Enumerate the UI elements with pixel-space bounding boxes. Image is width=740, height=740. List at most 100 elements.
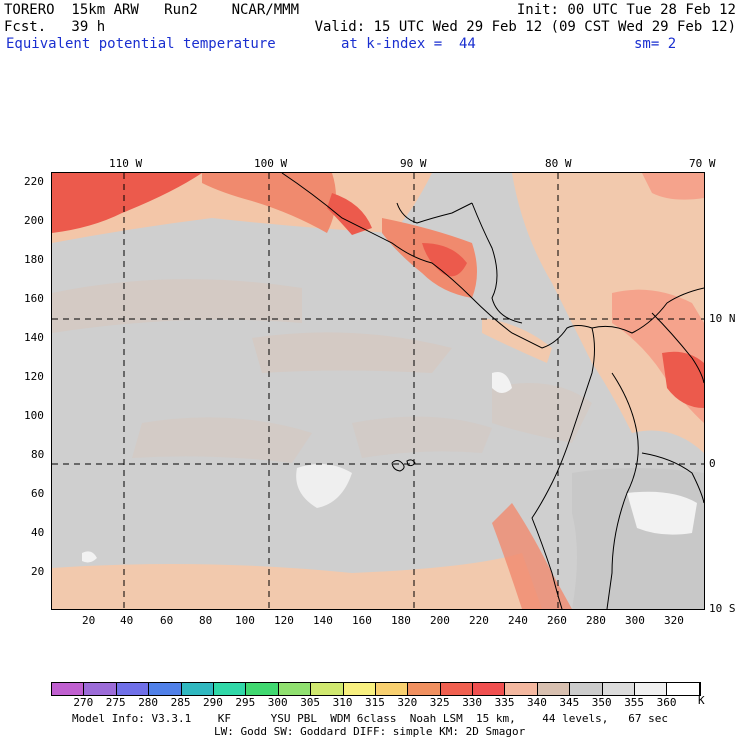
x-tick-label: 200 [430,614,450,627]
field-patch [132,417,312,463]
colorbar-tick-label: 290 [203,696,223,709]
y-tick-label: 220 [24,175,44,188]
colorbar-tick-label: 355 [624,696,645,709]
boundary-colombia-venezuela [651,312,704,384]
y-tick-label: 200 [24,214,44,227]
colorbar-swatch [343,683,376,695]
field-hottest-colombia [662,351,704,408]
boundary-andes [606,372,639,609]
colorbar-swatch [440,683,474,695]
field-warm-band-south [52,553,542,609]
field-name: Equivalent potential temperature [6,36,276,52]
lon-label: 70 W [689,157,716,170]
colorbar-tick-label: 345 [559,696,580,709]
map-panel [51,172,705,610]
field-hottest-mexico [327,193,372,235]
x-tick-label: 20 [82,614,96,627]
header-forecast-hour: Fcst. 39 h [4,19,106,35]
colorbar-swatch [278,683,312,695]
field-patch [252,332,452,373]
field-warm-east [512,173,704,453]
colorbar-tick-label: 360 [656,696,677,709]
field-patch [352,416,492,458]
x-tick-label: 180 [391,614,411,627]
lon-label: 110 W [109,157,143,170]
x-tick-label: 80 [199,614,213,627]
lat-lon-grid [52,173,704,609]
field-level: at k-index = 44 [341,36,476,52]
x-tick-label: 320 [664,614,684,627]
field-warm-peru-coast [492,503,572,609]
field-coldest-patch [627,491,697,535]
colorbar-tick-label: 335 [494,696,515,709]
colorbar-unit: K [698,694,705,707]
colorbar-tick-label: 305 [300,696,321,709]
boundary-brazil [641,452,704,504]
y-tick-label: 60 [31,487,45,500]
field-coldest-ocean [296,464,352,508]
y-tick-label: 100 [24,409,44,422]
x-tick-label: 300 [625,614,645,627]
y-tick-label: 40 [31,526,45,539]
colorbar-tick-label: 285 [170,696,191,709]
model-info: Model Info: V3.3.1 KF YSU PBL WDM 6class… [72,712,669,725]
x-tick-label: 280 [586,614,606,627]
colorbar-tick-label: 330 [462,696,483,709]
field-smoothing: sm= 2 [634,36,677,52]
x-tick-label: 220 [469,614,489,627]
field-patch [52,279,302,333]
coastline-south-america-west [531,327,595,609]
colorbar-tick-label: 325 [429,696,450,709]
colorbar-swatch [408,683,441,695]
y-tick-label: 180 [24,253,44,266]
lon-label: 90 W [400,157,427,170]
colorbar-swatch [667,683,700,695]
colorbar-tick-label: 300 [267,696,288,709]
x-tick-label: 240 [508,614,528,627]
header-model-title: TORERO 15km ARW Run2 NCAR/MMM [4,2,300,18]
field-warm-panama [482,318,552,363]
lat-label: 0 [709,457,716,470]
field-coldest-ocean [492,372,512,393]
colorbar-swatch [246,683,279,695]
colorbar-swatch [505,683,538,695]
x-tick-label: 100 [235,614,255,627]
colorbar-tick-label: 315 [365,696,385,709]
colorbar-tick-label: 320 [397,696,418,709]
field-hot-mexico [202,173,336,233]
colorbar-tick-label: 280 [138,696,159,709]
y-tick-label: 140 [24,331,44,344]
colorbar-swatch [181,683,214,695]
colorbar-tick-label: 295 [235,696,256,709]
colorbar-swatch [84,683,117,695]
colorbar-swatch [473,683,506,695]
y-tick-label: 20 [31,565,45,578]
colorbar-swatch [52,683,85,695]
field-patch [492,383,592,443]
lat-label: 10 S [709,602,736,615]
y-tick-label: 120 [24,370,44,383]
physics-info: LW: Godd SW: Goddard DIFF: simple KM: 2D… [214,725,526,738]
field-cool-southeast [572,468,704,609]
colorbar-tick-label: 270 [73,696,94,709]
colorbar-tick-label: 275 [105,696,126,709]
colorbar-tick-label: 340 [527,696,547,709]
x-tick-label: 120 [274,614,294,627]
coastline-pacific-central-america [281,173,593,349]
x-tick-label: 160 [352,614,372,627]
colorbar-tick-label: 310 [332,696,353,709]
colorbar-swatch [311,683,344,695]
coastline-yucatan [396,202,473,224]
header-valid-time: Valid: 15 UTC Wed 29 Feb 12 (09 CST Wed … [314,19,736,35]
x-tick-label: 60 [160,614,174,627]
colorbar [51,682,701,696]
field-hottest-central-america [422,243,467,277]
x-tick-label: 260 [547,614,567,627]
field-hot-caribbean [642,173,704,200]
x-tick-label: 140 [313,614,333,627]
coastline-galapagos [406,459,416,467]
y-tick-label: 80 [31,448,45,461]
lat-label: 10 N [709,312,736,325]
coastline-colombia-north [591,287,704,334]
lon-label: 80 W [545,157,572,170]
